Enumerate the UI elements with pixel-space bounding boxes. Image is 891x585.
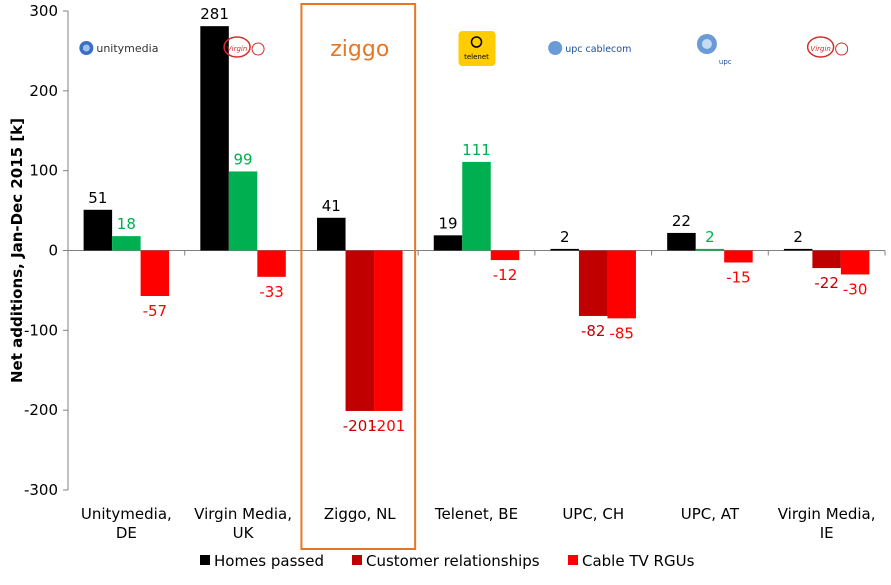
bar	[695, 248, 725, 251]
bar	[812, 250, 841, 269]
virgin-logo-icon	[223, 36, 251, 58]
bar	[83, 209, 113, 251]
data-label: 41	[322, 197, 341, 215]
unitymedia-logo: unitymedia	[96, 42, 158, 55]
upc-cablecom-logo-icon	[548, 41, 563, 55]
legend-label: Cable TV RGUs	[582, 552, 695, 570]
y-tick-label: 300	[29, 2, 58, 20]
category-label: IE	[820, 524, 834, 542]
bar	[228, 171, 258, 251]
bar	[490, 250, 520, 261]
bar	[550, 248, 579, 251]
virgin-logo-icon	[251, 42, 265, 56]
virgin-logo: Virgin	[810, 45, 830, 53]
data-label: 2	[793, 228, 803, 246]
virgin-logo-icon	[835, 42, 849, 56]
data-label: -201	[343, 417, 377, 435]
virgin-logo: Virgin	[227, 45, 247, 53]
data-label: -15	[726, 268, 751, 286]
upc-cablecom-logo: upc cablecom	[565, 44, 631, 55]
bar	[783, 248, 813, 251]
data-label: -30	[843, 280, 868, 298]
data-label: 18	[117, 215, 136, 233]
data-label: 99	[234, 150, 253, 168]
data-label: 281	[200, 5, 229, 23]
category-label: Ziggo, NL	[324, 505, 396, 523]
highlight-box	[300, 3, 417, 550]
category-label: UPC, CH	[562, 505, 624, 523]
bar	[607, 250, 636, 319]
bar	[257, 250, 286, 277]
data-label: 2	[705, 228, 715, 246]
y-tick-label: -300	[24, 481, 58, 499]
bar	[578, 250, 608, 316]
category-label: Telenet, BE	[434, 505, 518, 523]
unitymedia-logo-icon	[82, 44, 90, 52]
bar	[112, 236, 141, 251]
category-label: UPC, AT	[681, 505, 740, 523]
bar	[317, 217, 346, 251]
legend-label: Customer relationships	[366, 552, 540, 570]
bar	[345, 250, 375, 411]
data-label: -85	[609, 324, 634, 342]
y-tick-label: -200	[24, 401, 58, 419]
ziggo-logo: ziggo	[330, 37, 389, 62]
legend-swatch	[352, 555, 362, 565]
data-label: 22	[672, 212, 691, 230]
data-label: -201	[371, 417, 405, 435]
data-label: -82	[581, 322, 606, 340]
data-label: 19	[438, 214, 457, 232]
legend-swatch	[200, 555, 210, 565]
telenet-logo: telenet	[464, 53, 489, 61]
bar	[667, 232, 696, 251]
data-label: 111	[462, 141, 491, 159]
data-label: -33	[259, 283, 284, 301]
data-label: -22	[814, 274, 839, 292]
data-label: 2	[560, 228, 570, 246]
category-label: Unitymedia,	[81, 505, 172, 523]
category-label: Virgin Media,	[778, 505, 876, 523]
bar	[200, 26, 229, 251]
y-tick-label: 0	[48, 242, 58, 260]
data-label: 51	[88, 189, 107, 207]
y-axis-label: Net additions, Jan-Dec 2015 [k]	[8, 118, 26, 383]
bar	[724, 250, 753, 263]
category-label: Virgin Media,	[194, 505, 292, 523]
upc-logo: upc	[719, 58, 732, 66]
upc-logo-icon	[701, 39, 712, 49]
legend-swatch	[568, 555, 578, 565]
bar	[140, 250, 170, 297]
data-label: -12	[493, 266, 518, 284]
telenet-logo-icon	[470, 36, 483, 48]
y-tick-label: 200	[29, 82, 58, 100]
bar	[462, 161, 491, 251]
category-label: UK	[233, 524, 255, 542]
data-label: -57	[143, 302, 168, 320]
bar	[374, 250, 403, 411]
bar	[840, 250, 870, 275]
bar	[433, 235, 463, 251]
legend-label: Homes passed	[214, 552, 324, 570]
y-tick-label: 100	[29, 162, 58, 180]
y-tick-label: -100	[24, 321, 58, 339]
virgin-logo-icon	[806, 36, 835, 58]
category-label: DE	[116, 524, 137, 542]
telenet-logo-icon	[458, 31, 496, 66]
